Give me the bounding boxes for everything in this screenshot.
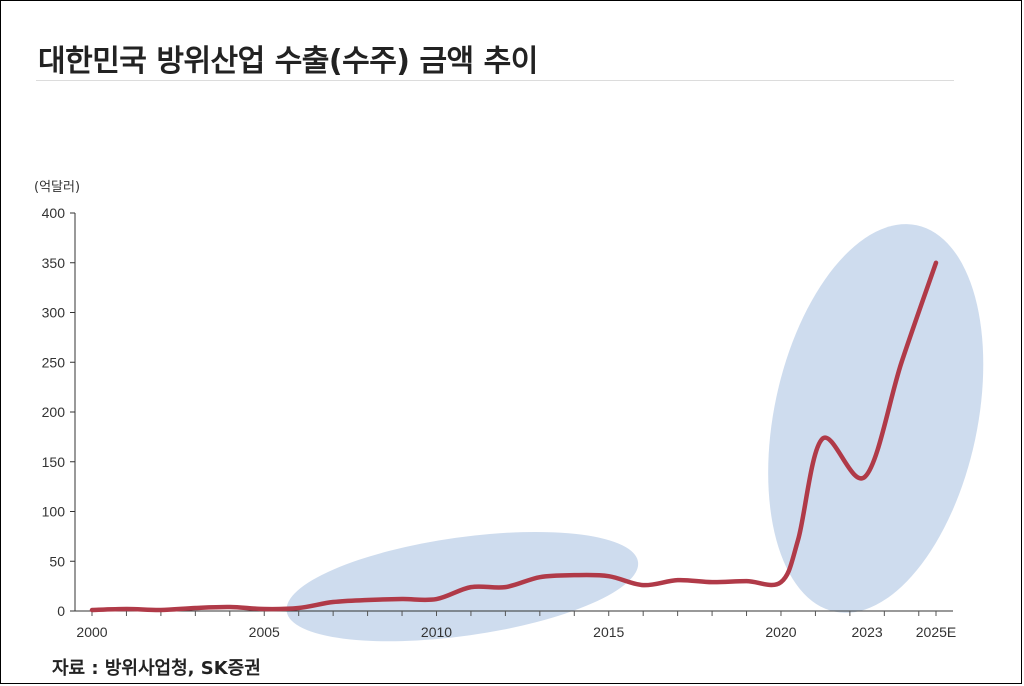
x-tick-label: 2000: [76, 624, 107, 640]
source-note: 자료 : 방위사업청, SK증권: [52, 658, 261, 679]
y-tick-label: 50: [49, 553, 65, 569]
highlight-ellipse-2: [768, 224, 984, 613]
y-tick-label: 250: [42, 354, 66, 370]
y-tick-label: 200: [42, 404, 66, 420]
x-tick-label: 2010: [421, 624, 452, 640]
y-tick-label: 400: [42, 205, 66, 221]
highlight-ellipse-1: [286, 531, 639, 642]
x-tick-label: 2023: [852, 624, 883, 640]
series-layer: [89, 260, 939, 613]
y-tick-label: 350: [42, 255, 66, 271]
highlight-layer: [286, 224, 984, 642]
chart-title: 대한민국 방위산업 수출(수주) 금액 추이: [38, 44, 538, 79]
x-tick-label: 2020: [765, 624, 796, 640]
axes-layer: 0 50 100 150 200 250 300 350 400 2000 2005 2010 2015…: [42, 205, 957, 640]
y-tick-label: 150: [42, 454, 66, 470]
x-tick-label: 2005: [249, 624, 280, 640]
y-tick-label: 0: [57, 603, 65, 619]
y-tick-label: 100: [42, 504, 66, 520]
x-tick-label: 2025E: [916, 624, 956, 640]
y-axis-unit-label: (억달러): [34, 180, 80, 195]
y-tick-label: 300: [42, 305, 66, 321]
series-line-1: [89, 260, 939, 613]
title-divider: [36, 80, 954, 81]
x-tick-label: 2015: [593, 624, 624, 640]
